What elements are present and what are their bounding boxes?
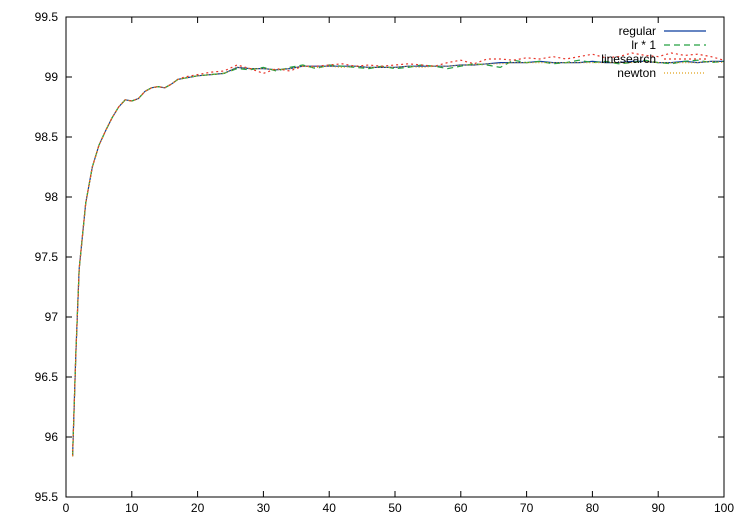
x-tick-label: 0 [63,501,70,515]
legend-label: regular [619,24,656,38]
legend-label: lr * 1 [631,38,656,52]
x-tick-label: 30 [257,501,271,515]
series-layer [71,52,725,457]
x-tick-label: 40 [323,501,337,515]
y-tick-label: 99 [45,70,59,84]
y-tick-label: 99.5 [35,10,59,24]
y-tick-label: 98.5 [35,130,59,144]
y-tick-label: 96 [45,430,59,444]
x-tick-label: 100 [714,501,734,515]
x-tick-label: 90 [652,501,666,515]
x-tick-label: 60 [454,501,468,515]
ticks-layer: 0 10 20 30 40 50 60 70 80 90 100 95.5 96 96.5 97 97.5 98… [35,10,735,515]
x-tick-label: 50 [388,501,402,515]
y-tick-label: 95.5 [35,490,59,504]
y-tick-label: 96.5 [35,370,59,384]
y-tick-label: 97.5 [35,250,59,264]
legend-label: newton [617,66,656,80]
x-tick-label: 80 [586,501,600,515]
legend-label: linesearch [601,52,656,66]
y-tick-label: 97 [45,310,59,324]
x-tick-label: 20 [191,501,205,515]
x-tick-label: 70 [520,501,534,515]
series-line-newton [71,60,725,457]
x-tick-label: 10 [125,501,139,515]
y-tick-label: 98 [45,190,59,204]
